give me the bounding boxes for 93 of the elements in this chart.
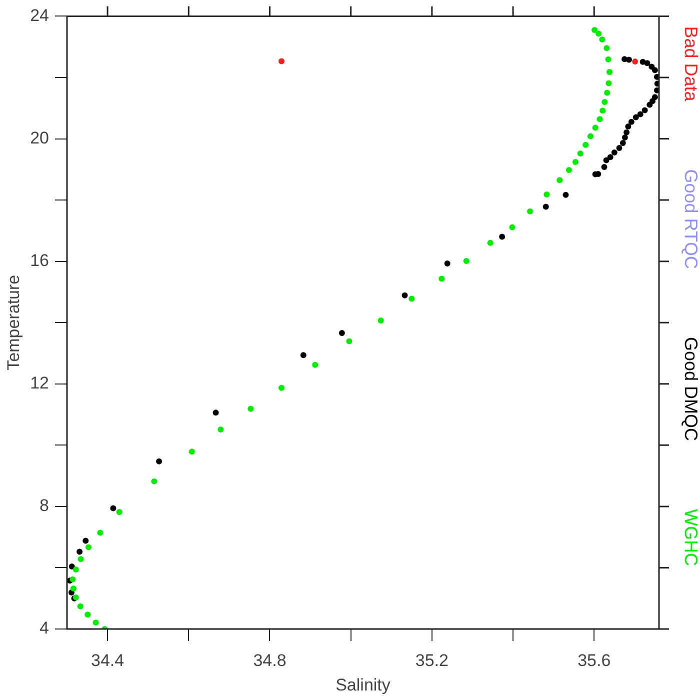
point xyxy=(70,586,76,592)
point xyxy=(212,410,219,416)
point xyxy=(156,458,162,464)
point xyxy=(625,124,632,130)
point xyxy=(620,140,626,146)
point xyxy=(577,150,584,156)
point xyxy=(444,260,450,266)
point xyxy=(604,90,610,96)
point xyxy=(84,612,91,618)
point xyxy=(587,133,594,140)
point xyxy=(604,45,610,52)
point xyxy=(110,505,116,512)
point xyxy=(278,384,284,391)
point xyxy=(544,192,550,198)
y-tick-label: 16 xyxy=(30,251,49,270)
point xyxy=(542,204,549,210)
point xyxy=(151,478,158,484)
x-tick-label: 35.2 xyxy=(415,650,448,670)
point xyxy=(607,154,614,160)
point xyxy=(600,108,606,114)
point xyxy=(68,563,75,570)
point xyxy=(628,118,634,125)
point xyxy=(509,224,516,230)
y-tick-label: 24 xyxy=(30,6,49,25)
point xyxy=(596,116,603,122)
point xyxy=(637,111,644,118)
point xyxy=(378,317,384,324)
point xyxy=(116,508,122,515)
point xyxy=(605,56,612,62)
point xyxy=(438,276,445,282)
point xyxy=(622,134,628,141)
point xyxy=(599,36,606,42)
point xyxy=(592,124,598,131)
point xyxy=(77,603,84,610)
point xyxy=(82,538,89,544)
y-tick-label: 8 xyxy=(40,496,49,516)
point xyxy=(499,234,506,240)
point xyxy=(300,352,306,358)
point xyxy=(592,26,598,33)
y-tick-label: 4 xyxy=(40,618,49,638)
point xyxy=(278,58,284,64)
point xyxy=(596,30,602,37)
point xyxy=(652,94,658,100)
point xyxy=(463,258,470,264)
point xyxy=(611,150,618,156)
x-tick-label: 35.6 xyxy=(578,650,611,670)
point xyxy=(642,107,648,114)
text: Bad Data xyxy=(681,26,700,102)
point xyxy=(606,68,613,75)
point xyxy=(654,87,659,94)
point xyxy=(601,164,608,170)
point xyxy=(527,208,534,214)
point xyxy=(346,338,352,344)
point xyxy=(572,159,578,166)
point xyxy=(78,556,84,562)
point xyxy=(602,98,608,105)
point xyxy=(97,530,104,536)
point xyxy=(582,142,589,148)
point xyxy=(648,64,655,70)
point xyxy=(248,406,254,412)
point xyxy=(408,296,415,302)
point xyxy=(654,74,659,80)
point xyxy=(76,548,83,555)
x-tick-label: 34.4 xyxy=(91,650,124,670)
point xyxy=(70,576,76,582)
point xyxy=(85,544,92,550)
point xyxy=(188,448,195,455)
point xyxy=(72,566,79,573)
point xyxy=(566,167,572,174)
x-tick-label: 34.8 xyxy=(253,650,286,670)
point xyxy=(606,80,612,86)
text: WGHC xyxy=(681,508,700,566)
y-tick-label: 12 xyxy=(30,374,49,393)
point xyxy=(338,330,345,336)
point xyxy=(640,58,646,65)
point xyxy=(632,58,638,65)
point xyxy=(487,240,494,246)
y-tick-label: 20 xyxy=(30,128,49,148)
point xyxy=(654,80,659,87)
point xyxy=(218,426,224,433)
point xyxy=(624,129,630,136)
point xyxy=(312,362,318,368)
point xyxy=(603,157,610,164)
point xyxy=(92,620,99,626)
text: Good DMQC xyxy=(681,336,700,441)
point xyxy=(562,192,569,198)
legend-label: Good RTQC xyxy=(681,169,700,269)
point xyxy=(402,292,408,298)
point xyxy=(632,114,639,120)
x-axis-title: Salinity xyxy=(336,675,391,694)
y-axis-title: Temperature xyxy=(4,274,23,370)
point xyxy=(556,177,563,184)
point xyxy=(616,144,622,151)
